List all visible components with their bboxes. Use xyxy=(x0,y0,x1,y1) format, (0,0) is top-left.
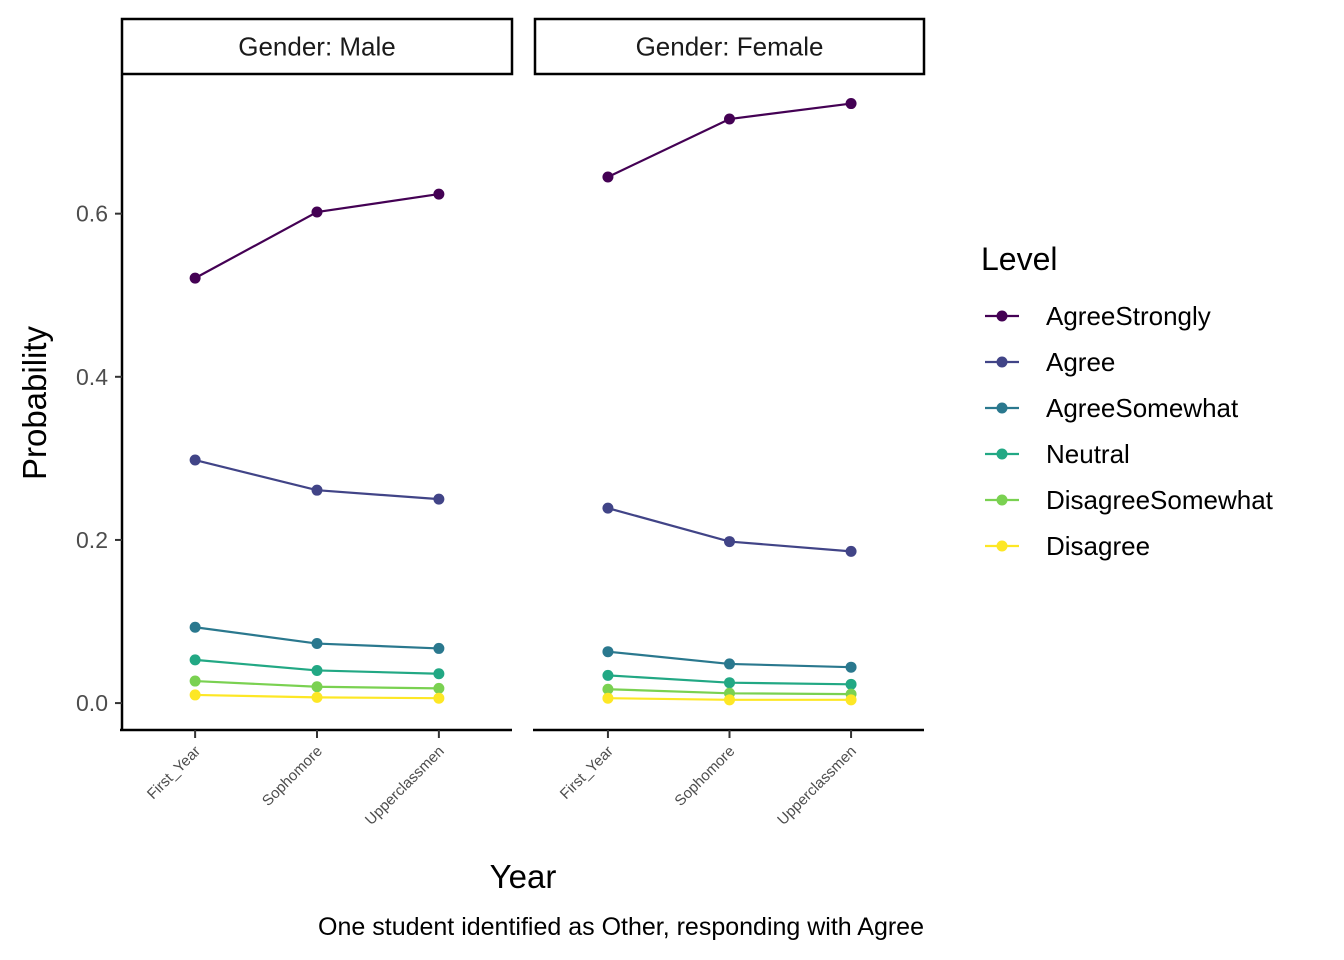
x-tick-label-sophomore: Sophomore xyxy=(671,743,738,810)
y-tick-label: 0.0 xyxy=(76,690,108,716)
series-disagree xyxy=(189,689,445,704)
legend-label: Disagree xyxy=(1046,531,1150,561)
x-tick-label-upperclassmen: Upperclassmen xyxy=(774,743,860,829)
data-point-disagree xyxy=(311,691,323,703)
legend: Level AgreeStrongly Agree AgreeSomewhat Neu… xyxy=(981,241,1274,561)
data-point-agree xyxy=(189,454,201,466)
data-point-agree xyxy=(845,545,857,557)
data-point-disagreesomewhat xyxy=(311,681,323,693)
data-point-disagreesomewhat xyxy=(433,682,445,694)
data-point-agreesomewhat xyxy=(724,658,735,670)
legend-key-point xyxy=(996,494,1008,506)
strip-label: Gender: Female xyxy=(636,32,824,62)
data-point-agreesomewhat xyxy=(602,646,614,658)
data-point-neutral xyxy=(189,654,201,666)
panel-gender-female: Gender: Female First_Year Sophomore Uppercl… xyxy=(533,17,926,829)
data-point-agreestrongly xyxy=(845,98,857,110)
strip-box xyxy=(533,17,926,76)
data-point-neutral xyxy=(724,677,735,689)
data-point-disagreesomewhat xyxy=(189,675,201,687)
data-point-agreestrongly xyxy=(602,171,614,183)
data-point-agreestrongly xyxy=(724,113,735,125)
legend-entry-neutral: Neutral xyxy=(985,439,1130,469)
legend-key-point xyxy=(996,402,1008,414)
data-point-disagree xyxy=(724,694,735,706)
series-disagree xyxy=(602,692,857,706)
legend-key-point xyxy=(996,448,1008,460)
series-neutral xyxy=(602,669,857,690)
x-axis-title: Year xyxy=(490,858,557,895)
data-point-agreestrongly xyxy=(433,188,445,200)
legend-entry-disagree: Disagree xyxy=(985,531,1150,561)
strip-box xyxy=(120,17,514,76)
data-point-disagree xyxy=(845,694,857,706)
y-axis-title: Probability xyxy=(16,325,53,480)
legend-label: Neutral xyxy=(1046,439,1130,469)
legend-entry-agreestrongly: AgreeStrongly xyxy=(985,301,1211,331)
legend-label: DisagreeSomewhat xyxy=(1046,485,1274,515)
data-point-neutral xyxy=(433,668,445,680)
data-point-neutral xyxy=(602,669,614,681)
legend-key-point xyxy=(996,540,1008,552)
data-point-disagreesomewhat xyxy=(602,683,614,695)
legend-entry-disagreesomewhat: DisagreeSomewhat xyxy=(985,485,1274,515)
series-agreesomewhat xyxy=(602,646,857,673)
x-tick-label-upperclassmen: Upperclassmen xyxy=(362,743,448,829)
series-agreesomewhat xyxy=(189,621,445,654)
data-point-agreesomewhat xyxy=(189,621,201,633)
data-point-agree xyxy=(433,493,445,505)
legend-label: AgreeStrongly xyxy=(1046,301,1211,331)
data-point-agreesomewhat xyxy=(845,661,857,673)
panel-gender-male: Gender: Male 0.0 0.2 0.4 0.6 First_Year Sophom… xyxy=(76,17,514,829)
data-point-disagree xyxy=(602,692,614,704)
legend-label: AgreeSomewhat xyxy=(1046,393,1239,423)
data-point-neutral xyxy=(311,664,323,676)
data-point-agreestrongly xyxy=(189,272,201,284)
data-point-agree xyxy=(724,536,735,548)
series-agree xyxy=(602,502,857,557)
legend-title: Level xyxy=(981,241,1058,277)
panels: Gender: Male 0.0 0.2 0.4 0.6 First_Year Sophom… xyxy=(76,17,926,829)
x-tick-label-first-year: First_Year xyxy=(557,743,617,803)
series-agreestrongly xyxy=(189,188,445,284)
series-agreestrongly xyxy=(602,98,857,183)
chart-caption: One student identified as Other, respond… xyxy=(318,913,924,941)
y-tick-label: 0.4 xyxy=(76,364,108,390)
series-neutral xyxy=(189,654,445,680)
legend-entry-agree: Agree xyxy=(985,347,1115,377)
data-point-agreestrongly xyxy=(311,206,323,218)
series-disagreesomewhat xyxy=(189,675,445,694)
data-point-agree xyxy=(311,484,323,496)
data-point-agreesomewhat xyxy=(433,642,445,654)
data-point-agreesomewhat xyxy=(311,638,323,650)
x-tick-label-sophomore: Sophomore xyxy=(259,743,326,810)
strip-label: Gender: Male xyxy=(238,32,396,62)
x-tick-label-first-year: First_Year xyxy=(144,743,204,803)
data-point-agree xyxy=(602,502,614,514)
legend-label: Agree xyxy=(1046,347,1115,377)
y-tick-label: 0.2 xyxy=(76,527,108,553)
legend-key-point xyxy=(996,356,1008,368)
series-agree xyxy=(189,454,445,505)
data-point-neutral xyxy=(845,678,857,690)
data-point-disagree xyxy=(189,689,201,701)
legend-entry-agreesomewhat: AgreeSomewhat xyxy=(985,393,1239,423)
y-tick-label: 0.6 xyxy=(76,201,108,227)
data-point-disagree xyxy=(433,692,445,704)
legend-key-point xyxy=(996,310,1008,322)
